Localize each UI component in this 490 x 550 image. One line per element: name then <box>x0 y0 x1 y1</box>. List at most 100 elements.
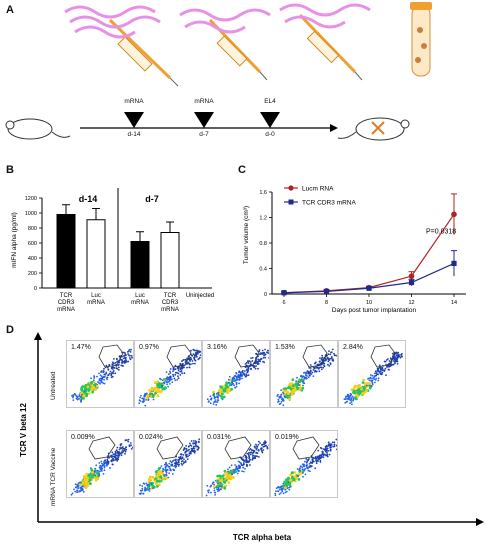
facs-event <box>167 466 170 468</box>
facs-event <box>110 367 113 370</box>
b-bar-label: mRNA <box>87 300 105 306</box>
facs-event <box>193 356 196 359</box>
facs-event <box>324 445 327 448</box>
facs-event <box>163 386 167 389</box>
facs-event <box>181 367 184 369</box>
facs-event <box>253 445 256 448</box>
facs-event <box>241 377 243 380</box>
c-point <box>281 290 287 296</box>
facs-event <box>371 374 374 377</box>
facs-event <box>370 385 373 388</box>
facs-event <box>237 467 240 470</box>
c-x-tick-label: 12 <box>408 300 414 306</box>
facs-event <box>112 453 115 456</box>
facs-event <box>259 442 261 444</box>
facs-event <box>390 362 393 364</box>
facs-event <box>124 450 127 453</box>
facs-event <box>255 443 257 446</box>
c-point <box>366 285 372 291</box>
facs-event <box>212 481 215 484</box>
facs-event <box>217 486 220 489</box>
facs-event <box>192 440 195 442</box>
facs-event <box>148 490 151 492</box>
c-x-tick-label: 8 <box>325 300 328 306</box>
facs-event <box>100 379 103 382</box>
facs-event <box>169 460 172 462</box>
facs-event <box>361 392 364 395</box>
facs-event <box>115 458 118 460</box>
facs-event <box>322 361 325 364</box>
facs-event <box>219 475 222 478</box>
facs-event <box>379 370 382 373</box>
facs-event <box>165 462 167 465</box>
facs-event <box>87 392 91 395</box>
facs-event <box>90 377 92 380</box>
mouse-icon <box>5 118 71 140</box>
facs-event <box>128 349 131 351</box>
facs-event <box>157 384 160 388</box>
facs-event <box>196 448 199 451</box>
facs-event <box>315 459 317 462</box>
facs-event <box>349 392 352 395</box>
facs-event <box>293 475 297 478</box>
facs-event <box>329 353 332 356</box>
facs-event <box>301 380 304 383</box>
facs-event <box>214 494 216 496</box>
facs-event <box>347 395 350 398</box>
facs-event <box>212 403 215 405</box>
facs-event <box>227 481 231 484</box>
d-y-axis-label: TCR V beta 12 <box>19 403 28 457</box>
facs-event <box>239 466 241 468</box>
facs-event <box>189 442 191 445</box>
facs-event <box>78 397 80 400</box>
facs-event <box>316 456 319 458</box>
facs-event <box>245 373 248 375</box>
facs-event <box>139 493 142 495</box>
facs-event <box>127 438 130 441</box>
facs-event <box>281 490 284 493</box>
facs-plot: 0.97% <box>134 340 202 408</box>
facs-event <box>220 396 224 400</box>
facs-event <box>319 461 322 463</box>
facs-event <box>377 373 379 376</box>
facs-event <box>297 475 300 477</box>
facs-event <box>399 356 402 359</box>
facs-event <box>77 482 80 485</box>
facs-event <box>284 491 287 494</box>
facs-event <box>88 478 92 481</box>
facs-event <box>141 397 144 400</box>
facs-event <box>257 449 260 451</box>
facs-event <box>110 376 113 379</box>
facs-event <box>188 366 191 369</box>
facs-event <box>376 367 379 370</box>
facs-event <box>172 367 175 369</box>
facs-event <box>267 349 269 352</box>
facs-event <box>281 397 283 399</box>
facs-event <box>310 373 313 375</box>
facs-event <box>170 461 173 464</box>
facs-event <box>311 371 314 374</box>
facs-event <box>118 448 121 451</box>
facs-event <box>318 360 321 363</box>
facs-event <box>235 371 238 374</box>
facs-event <box>335 438 337 441</box>
facs-event <box>84 483 88 486</box>
facs-event <box>291 378 295 382</box>
facs-event <box>292 384 295 388</box>
facs-density-plot <box>138 436 201 495</box>
facs-event <box>122 450 125 453</box>
facs-event <box>130 444 132 447</box>
facs-event <box>139 484 141 487</box>
facs-event <box>282 392 284 394</box>
facs-event <box>184 461 187 463</box>
facs-event <box>148 392 152 396</box>
facs-event <box>160 390 163 393</box>
facs-event <box>264 348 266 351</box>
facs-event <box>400 355 403 357</box>
facs-event <box>245 361 248 364</box>
facs-event <box>184 451 187 454</box>
facs-event <box>210 491 212 494</box>
facs-event <box>100 465 103 468</box>
facs-event <box>386 365 389 368</box>
facs-event <box>208 489 210 492</box>
